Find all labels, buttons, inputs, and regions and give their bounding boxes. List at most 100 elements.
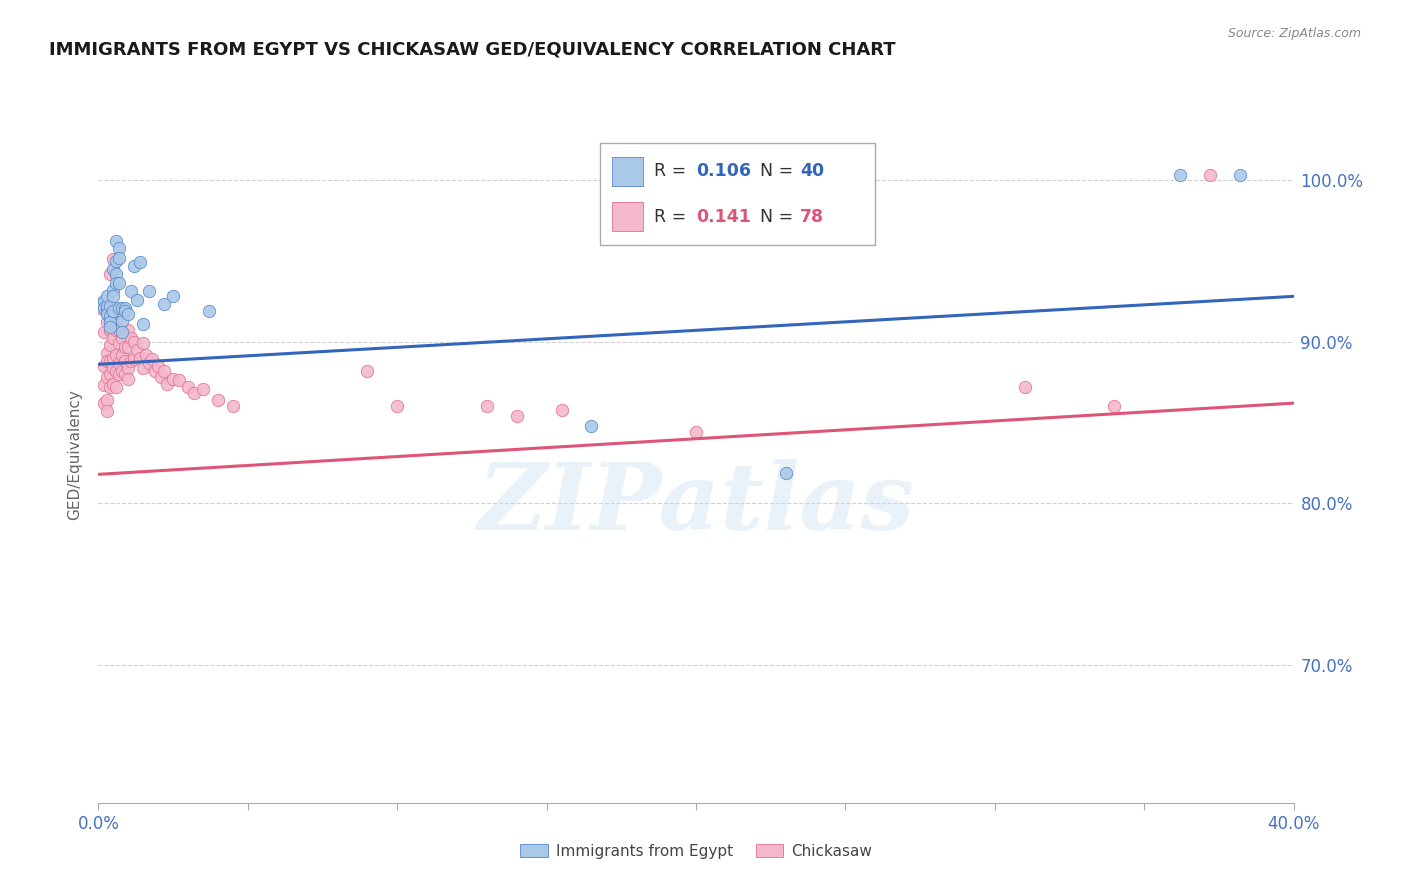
Point	[96, 299, 118, 313]
Point	[117, 307, 139, 321]
Point	[127, 293, 149, 307]
Point	[93, 378, 115, 392]
Point	[96, 307, 118, 321]
Point	[150, 370, 173, 384]
Point	[114, 339, 136, 353]
Text: ZIPatlas: ZIPatlas	[478, 458, 914, 549]
Point	[1229, 168, 1251, 182]
Point	[120, 354, 142, 368]
Point	[183, 386, 205, 401]
Point	[96, 302, 118, 317]
Point	[103, 304, 125, 318]
Point	[550, 402, 572, 417]
Point	[124, 334, 146, 349]
Point	[1014, 380, 1036, 394]
Point	[207, 392, 229, 407]
Point	[90, 301, 112, 315]
Point	[103, 289, 125, 303]
Point	[1199, 168, 1222, 182]
Point	[96, 346, 118, 360]
Point	[96, 370, 118, 384]
Point	[162, 289, 184, 303]
Point	[111, 301, 134, 315]
Point	[167, 374, 190, 388]
Point	[103, 261, 125, 276]
Point	[103, 283, 125, 297]
Point	[153, 297, 176, 311]
Point	[129, 255, 152, 269]
Point	[162, 372, 184, 386]
Point	[114, 304, 136, 318]
Point	[120, 285, 142, 299]
Point	[127, 343, 149, 357]
Text: R =: R =	[654, 162, 692, 180]
Point	[90, 295, 112, 310]
Point	[506, 409, 529, 423]
Point	[117, 323, 139, 337]
Point	[775, 466, 797, 480]
Point	[108, 251, 131, 265]
Point	[93, 359, 115, 373]
Point	[103, 360, 125, 375]
Point	[103, 315, 125, 329]
Point	[96, 307, 118, 321]
Point	[98, 299, 122, 313]
Point	[96, 392, 118, 407]
Point	[103, 252, 125, 267]
Point	[108, 336, 131, 351]
Point	[475, 400, 498, 414]
Point	[132, 336, 155, 351]
Point	[581, 418, 603, 433]
Point	[103, 351, 125, 365]
Point	[385, 400, 409, 414]
Point	[138, 356, 160, 370]
Y-axis label: GED/Equivalency: GED/Equivalency	[67, 390, 83, 520]
Point	[177, 380, 200, 394]
Text: 40: 40	[800, 162, 824, 180]
Text: 0.141: 0.141	[696, 208, 751, 226]
Point	[105, 277, 128, 291]
Point	[132, 317, 155, 331]
Point	[117, 360, 139, 375]
Point	[191, 382, 214, 396]
Point	[156, 376, 179, 391]
Point	[93, 301, 115, 315]
Point	[108, 241, 131, 255]
Point	[148, 359, 170, 373]
Point	[105, 380, 128, 394]
Point	[103, 331, 125, 345]
Point	[111, 313, 134, 327]
Point	[96, 315, 118, 329]
Text: N =: N =	[749, 162, 799, 180]
Point	[98, 320, 122, 334]
Text: IMMIGRANTS FROM EGYPT VS CHICKASAW GED/EQUIVALENCY CORRELATION CHART: IMMIGRANTS FROM EGYPT VS CHICKASAW GED/E…	[49, 40, 896, 58]
Point	[98, 323, 122, 337]
Point	[129, 351, 152, 365]
Point	[108, 277, 131, 291]
Point	[1104, 400, 1126, 414]
Point	[105, 323, 128, 337]
Point	[98, 267, 122, 281]
Point	[108, 323, 131, 337]
Point	[685, 425, 707, 440]
Point	[135, 348, 157, 362]
Point	[143, 364, 166, 378]
Text: N =: N =	[749, 208, 799, 226]
Point	[222, 400, 245, 414]
Point	[96, 289, 118, 303]
Point	[111, 325, 134, 339]
Point	[108, 367, 131, 381]
Point	[141, 352, 163, 367]
Point	[103, 376, 125, 391]
Point	[98, 367, 122, 381]
Legend: Immigrants from Egypt, Chickasaw: Immigrants from Egypt, Chickasaw	[515, 838, 877, 864]
Point	[105, 253, 128, 268]
Point	[111, 364, 134, 378]
Point	[356, 364, 378, 378]
Point	[153, 364, 176, 378]
Point	[120, 331, 142, 345]
Text: R =: R =	[654, 208, 692, 226]
Point	[111, 331, 134, 345]
Point	[98, 309, 122, 323]
Point	[114, 354, 136, 368]
